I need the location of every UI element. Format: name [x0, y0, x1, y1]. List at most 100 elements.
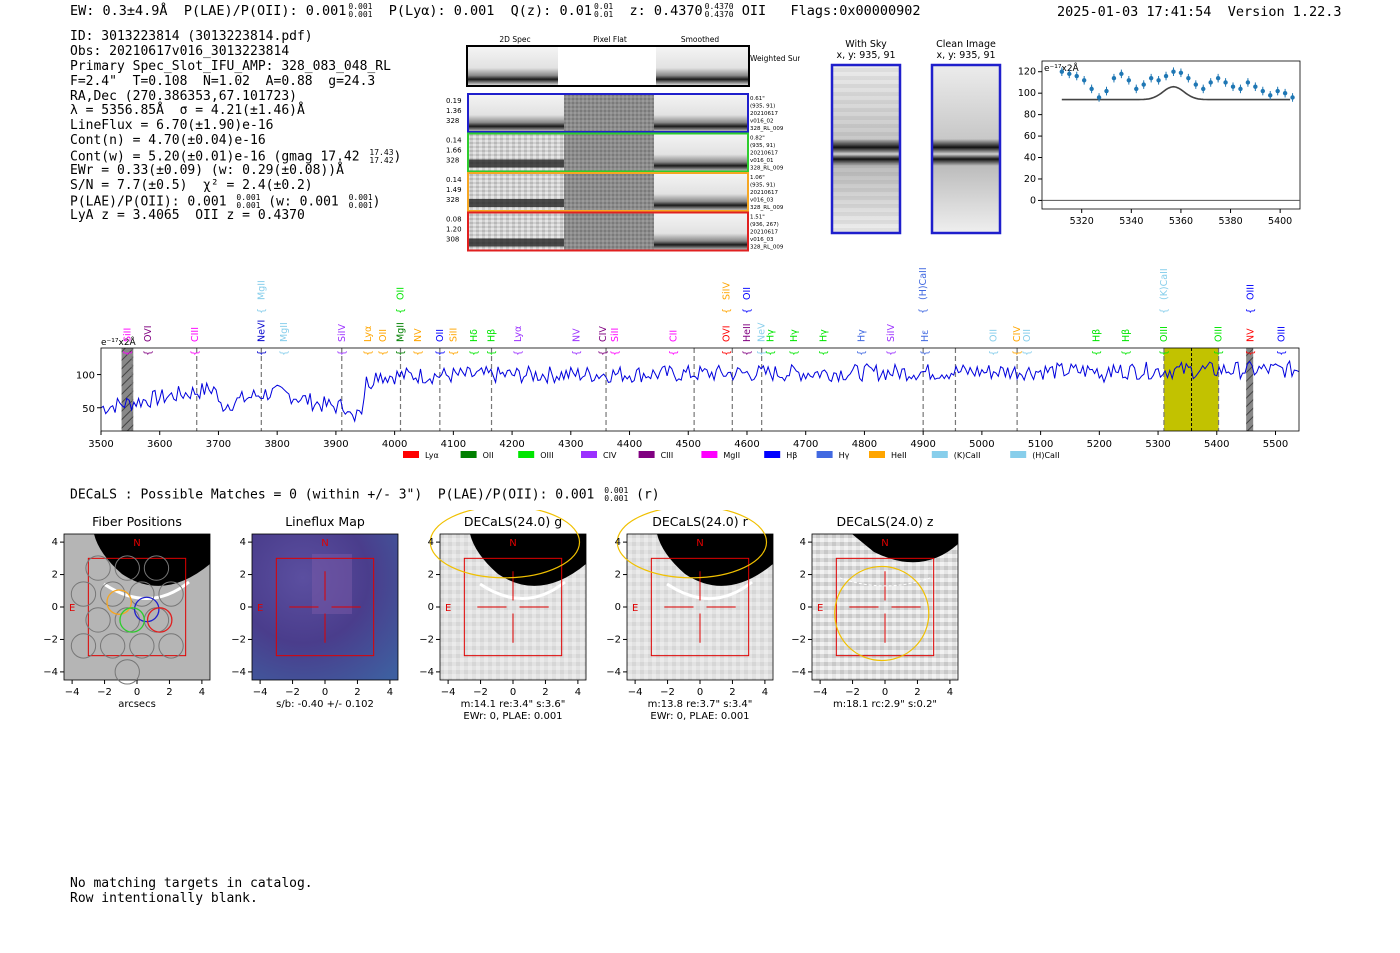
line-id-label: Hδ { [469, 329, 480, 356]
panel-x-tick-label: 4 [199, 687, 205, 698]
zoom-data-point [1156, 78, 1161, 83]
panel-x-tick-label: 0 [322, 687, 328, 698]
info-obs: Obs: 20210617v016_3013223814 [70, 43, 290, 59]
line-id-brace: { [856, 350, 867, 356]
zoom-y-tick-label: 20 [1024, 174, 1036, 185]
line-id-text: CIV [598, 326, 609, 342]
header-plya: P(Lyα): 0.001 [388, 3, 495, 19]
line-id-label: OII { [435, 329, 446, 356]
header-z-line: OII [741, 3, 767, 19]
legend-label: HeII [891, 451, 907, 460]
line-id-brace: { [1012, 350, 1023, 356]
line-id-label: OVI { [721, 325, 732, 356]
cutout-row-left-label: 1.49 [446, 186, 462, 194]
header-z-frac: 0.4370 0.4370 [704, 2, 734, 19]
cutout-row-right-label: 1.51" [750, 215, 765, 221]
zoom-data-point [1215, 75, 1221, 81]
fiber-circle [70, 581, 97, 607]
cutout-row-left-label: 0.14 [446, 176, 462, 184]
north-label: N [509, 538, 516, 549]
galaxy-ellipse [429, 510, 581, 579]
panel-y-tick-label: −4 [419, 667, 434, 678]
line-id-brace: { [256, 308, 267, 314]
panel-xlabel: arcsecs [118, 699, 156, 710]
info-ewr: EWr = 0.33(±0.09) (w: 0.29(±0.08))Å [70, 163, 344, 179]
zoom-data-point [1260, 88, 1265, 94]
line-id-text: SiII [122, 328, 133, 342]
header-plae-frac: 0.001 0.001 [348, 2, 373, 19]
panel-x-tick-label: 0 [697, 687, 703, 698]
line-id-text: SiII [448, 328, 459, 342]
line-id-label: Hβ { [487, 329, 498, 356]
line-id-label: (H)CaII { [918, 267, 929, 314]
catalog-note-line-2: Row intentionally blank. [70, 891, 258, 906]
line-id-label: NV { [1245, 328, 1256, 356]
panel-xlabel: m:13.8 re:3.7" s:3.4" [648, 699, 753, 710]
legend-label: CIII [661, 451, 674, 460]
spectrum-x-tick-label: 3500 [88, 439, 113, 450]
zoom-data-point [1186, 75, 1191, 81]
zoom-data-point [1193, 82, 1199, 87]
panel-y-tick-label: 2 [428, 570, 434, 581]
spectrum-y-tick-label: 100 [76, 371, 95, 382]
spectrum-x-tick-label: 5100 [1028, 439, 1053, 450]
panel-x-tick-label: −2 [285, 687, 300, 698]
header-summary: EW: 0.3±4.9Å P(LAE)/P(OII): 0.001 0.001 0.… [70, 2, 921, 20]
line-fit-zoom-plot: 53205340536053805400020406080100120e⁻¹⁷x… [1018, 60, 1301, 227]
spectrum-x-tick-label: 4300 [558, 439, 583, 450]
panel-xlabel-2: EWr: 0, PLAE: 0.001 [650, 711, 749, 722]
zoom-data-point [1290, 95, 1295, 100]
line-id-brace: { [765, 350, 776, 356]
panel-x-tick-label: −2 [473, 687, 488, 698]
panel-y-tick-label: −4 [606, 667, 621, 678]
cutout-pixelflat [564, 212, 654, 251]
panel-x-tick-label: 0 [882, 687, 888, 698]
cutout-pixelflat [564, 133, 654, 172]
search-box [275, 557, 375, 657]
zoom-data-point [1089, 86, 1094, 92]
cutout-row-right-label: (936, 267) [750, 222, 779, 228]
spectrum-x-tick-label: 4400 [617, 439, 642, 450]
panel-y-tick-label: 0 [428, 602, 434, 613]
info-lambda-sigma: λ = 5356.85Å σ = 4.21(±1.46)Å [70, 103, 305, 119]
spectrum-line [100, 359, 1300, 423]
line-id-brace: { [886, 350, 897, 356]
masked-band [1246, 348, 1254, 431]
line-id-text: OIII [1276, 326, 1287, 342]
fiber-circle [129, 633, 155, 659]
panel-xlabel: m:18.1 rc:2.9" s:0.2" [833, 699, 937, 710]
line-id-text: MgII [256, 280, 267, 300]
line-id-label: SiIV { [886, 324, 897, 356]
panel-image [811, 533, 959, 681]
line-id-text: NV [413, 328, 424, 342]
panel-y-tick-label: −4 [791, 667, 806, 678]
panel-x-tick-label: −4 [628, 687, 643, 698]
line-id-text: Hβ [1091, 329, 1102, 342]
panel-x-tick-label: 0 [510, 687, 516, 698]
line-id-label: Hγ { [856, 329, 867, 356]
detection-info: ID: 3013223814 (3013223814.pdf) Obs: 202… [70, 29, 401, 224]
panel-image [251, 533, 399, 681]
panel-x-tick-label: −2 [97, 687, 112, 698]
panel-x-tick-label: 4 [575, 687, 581, 698]
line-id-label: NeVI { [256, 320, 267, 356]
col-header-2dspec: 2D Spec [499, 35, 530, 44]
cutout-2dspec [468, 94, 564, 132]
with-sky-title: With Sky [845, 39, 887, 50]
legend-swatch [638, 451, 655, 458]
fiber-circle [70, 633, 97, 659]
line-id-brace: { [918, 308, 929, 314]
zoom-data-point [1275, 88, 1280, 94]
fiber-circle [99, 633, 126, 659]
weighted-2dspec [468, 47, 558, 85]
cutout-row-right-label: 20210617 [750, 151, 778, 157]
full-spectrum-plot: 3500 3600 3700 3800 3900 4000 4100 4200 4300 4400… [76, 267, 1300, 460]
header-flags: Flags:0x00000902 [790, 3, 921, 19]
zoom-data-point [1178, 70, 1184, 75]
line-id-label: NeV { [757, 322, 768, 356]
cutout-row-right-label: (935, 91) [750, 183, 775, 189]
panel-x-tick-label: 0 [134, 687, 140, 698]
panel-y-tick-label: 2 [52, 570, 58, 581]
line-id-brace: { [1121, 350, 1132, 356]
bright-source [657, 534, 773, 586]
